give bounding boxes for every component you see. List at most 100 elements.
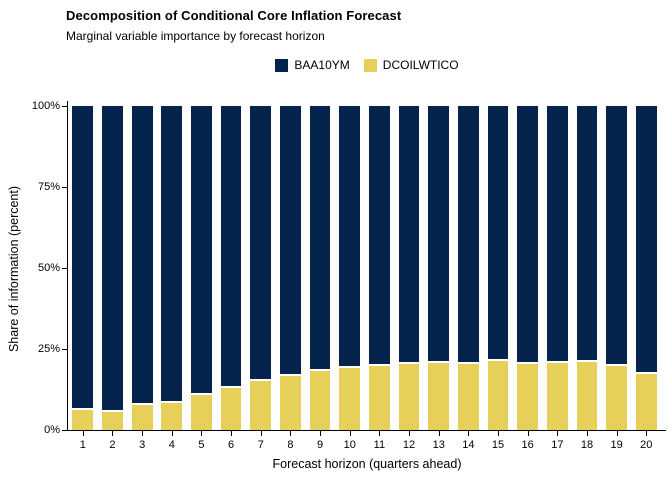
x-tick-label-18: 18 — [572, 439, 602, 451]
bar-segment-baa10ym — [399, 106, 420, 362]
bar-segment-dcoilwtico — [250, 379, 271, 430]
x-tick-slot-3: 3 — [127, 431, 157, 455]
bar-segment-baa10ym — [636, 106, 657, 372]
x-tick-slot-11: 11 — [365, 431, 395, 455]
x-tick-slot-14: 14 — [454, 431, 484, 455]
x-tick-mark — [646, 431, 647, 436]
bar-segment-dcoilwtico — [191, 393, 212, 430]
bar-segment-dcoilwtico — [488, 359, 509, 430]
bar-slot-h1 — [68, 106, 98, 430]
bar-slot-h6 — [216, 106, 246, 430]
x-tick-slot-18: 18 — [572, 431, 602, 455]
stacked-bar-h11 — [369, 106, 390, 430]
bar-segment-baa10ym — [310, 106, 331, 369]
bar-slot-h5 — [187, 106, 217, 430]
x-tick-mark — [439, 431, 440, 436]
bar-slot-h4 — [157, 106, 187, 430]
bar-slot-h10 — [335, 106, 365, 430]
bar-segment-dcoilwtico — [577, 360, 598, 430]
bar-segment-dcoilwtico — [399, 362, 420, 430]
stacked-bar-h8 — [280, 106, 301, 430]
bar-slot-h13 — [424, 106, 454, 430]
bar-segment-dcoilwtico — [428, 361, 449, 430]
x-tick-mark — [290, 431, 291, 436]
y-tick-label-0: 0% — [0, 425, 60, 436]
x-tick-mark — [528, 431, 529, 436]
y-tick-mark — [62, 268, 67, 269]
bar-segment-baa10ym — [488, 106, 509, 359]
x-tick-mark — [587, 431, 588, 436]
x-tick-label-13: 13 — [424, 439, 454, 451]
bar-slot-h20 — [631, 106, 661, 430]
x-tick-slot-4: 4 — [157, 431, 187, 455]
stacked-bar-h13 — [428, 106, 449, 430]
x-tick-slot-13: 13 — [424, 431, 454, 455]
y-tick-mark — [62, 187, 67, 188]
bar-slot-h2 — [98, 106, 128, 430]
stacked-bar-h4 — [161, 106, 182, 430]
stacked-bar-h1 — [72, 106, 93, 430]
x-tick-mark — [468, 431, 469, 436]
bar-slot-h11 — [365, 106, 395, 430]
bar-segment-baa10ym — [221, 106, 242, 386]
bar-segment-baa10ym — [339, 106, 360, 366]
stacked-bar-h6 — [221, 106, 242, 430]
y-tick-label-50: 50% — [0, 263, 60, 274]
stacked-bar-h14 — [458, 106, 479, 430]
legend: BAA10YM DCOILWTICO — [68, 58, 666, 72]
bar-slot-h19 — [602, 106, 632, 430]
bar-segment-dcoilwtico — [221, 386, 242, 430]
bar-segment-dcoilwtico — [280, 374, 301, 430]
bar-segment-dcoilwtico — [369, 364, 390, 430]
legend-item-baa10ym: BAA10YM — [275, 58, 349, 72]
x-axis-title: Forecast horizon (quarters ahead) — [68, 457, 666, 471]
x-tick-mark — [172, 431, 173, 436]
x-tick-mark — [498, 431, 499, 436]
chart-title: Decomposition of Conditional Core Inflat… — [66, 8, 401, 23]
x-axis-ticks: 1234567891011121314151617181920 — [68, 431, 661, 455]
x-tick-label-11: 11 — [365, 439, 395, 451]
x-tick-slot-12: 12 — [394, 431, 424, 455]
bar-segment-dcoilwtico — [72, 408, 93, 430]
x-tick-label-8: 8 — [276, 439, 306, 451]
legend-swatch-baa10ym — [275, 59, 288, 72]
x-tick-slot-20: 20 — [631, 431, 661, 455]
chart-subtitle: Marginal variable importance by forecast… — [66, 29, 325, 43]
stacked-bar-h16 — [517, 106, 538, 430]
bar-segment-baa10ym — [458, 106, 479, 362]
stacked-bar-h20 — [636, 106, 657, 430]
legend-item-dcoilwtico: DCOILWTICO — [364, 58, 459, 72]
x-tick-slot-19: 19 — [602, 431, 632, 455]
bar-segment-dcoilwtico — [458, 362, 479, 430]
plot-area — [68, 106, 661, 430]
bar-slot-h12 — [394, 106, 424, 430]
x-tick-mark — [320, 431, 321, 436]
x-tick-label-1: 1 — [68, 439, 98, 451]
bar-slot-h17 — [543, 106, 573, 430]
legend-swatch-dcoilwtico — [364, 59, 377, 72]
x-tick-mark — [557, 431, 558, 436]
x-tick-mark — [142, 431, 143, 436]
bar-segment-baa10ym — [280, 106, 301, 374]
bar-segment-baa10ym — [428, 106, 449, 361]
bar-segment-baa10ym — [102, 106, 123, 410]
x-tick-slot-7: 7 — [246, 431, 276, 455]
y-tick-mark — [62, 349, 67, 350]
y-tick-mark — [62, 430, 67, 431]
stacked-bar-h10 — [339, 106, 360, 430]
x-tick-label-9: 9 — [305, 439, 335, 451]
x-tick-mark — [409, 431, 410, 436]
x-tick-mark — [201, 431, 202, 436]
x-tick-slot-6: 6 — [216, 431, 246, 455]
bar-segment-baa10ym — [606, 106, 627, 364]
bar-slot-h16 — [513, 106, 543, 430]
bar-slot-h8 — [276, 106, 306, 430]
bar-segment-dcoilwtico — [132, 403, 153, 430]
bar-slot-h15 — [483, 106, 513, 430]
y-tick-label-100: 100% — [0, 101, 60, 112]
bar-segment-baa10ym — [132, 106, 153, 403]
x-tick-mark — [231, 431, 232, 436]
bar-segment-dcoilwtico — [517, 362, 538, 430]
bar-segment-baa10ym — [72, 106, 93, 408]
bar-segment-dcoilwtico — [161, 401, 182, 430]
